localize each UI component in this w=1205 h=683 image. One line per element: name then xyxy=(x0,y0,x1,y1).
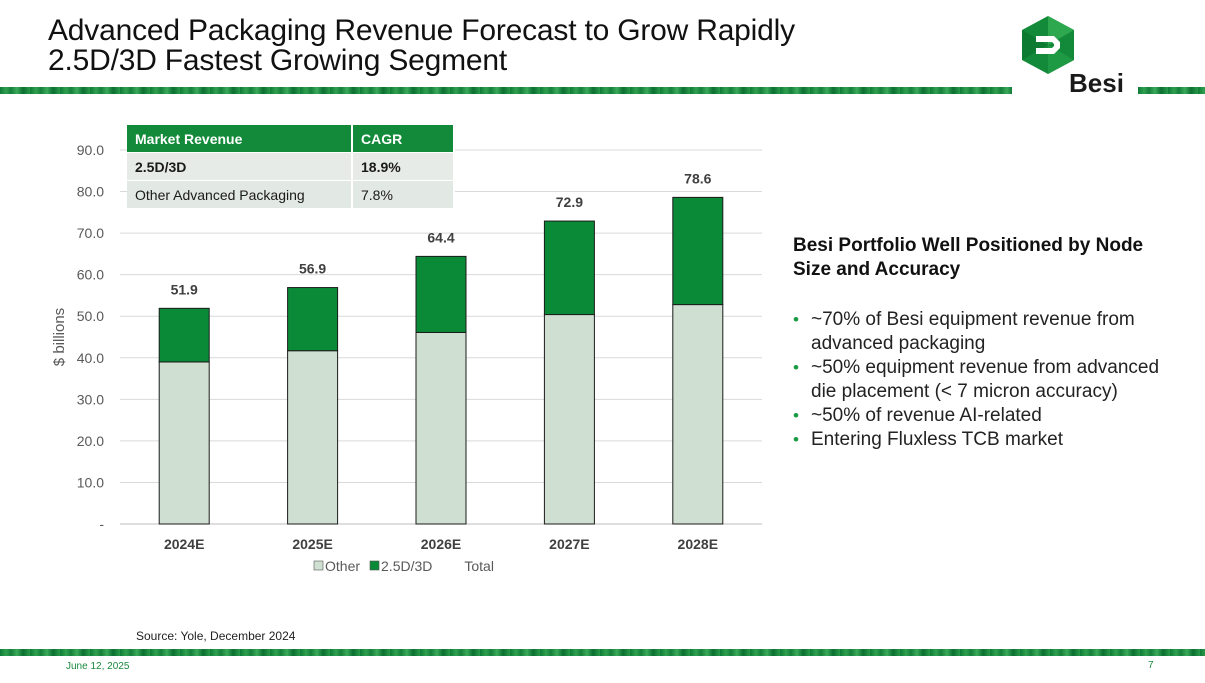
y-tick-label: 80.0 xyxy=(77,184,104,200)
bullet-item: ~50% of revenue AI-related xyxy=(793,404,1183,428)
title-line-1: Advanced Packaging Revenue Forecast to G… xyxy=(48,14,795,47)
cagr-header-segment: Market Revenue xyxy=(127,125,353,153)
y-axis-label: $ billions xyxy=(51,308,68,366)
y-tick-label: 40.0 xyxy=(77,350,104,366)
bullet-item: ~50% equipment revenue from advanced die… xyxy=(793,356,1183,404)
bar-other xyxy=(672,304,724,525)
bullet-item: Entering Fluxless TCB market xyxy=(793,428,1183,452)
x-tick-label: 2028E xyxy=(678,536,718,552)
y-tick-label: 10.0 xyxy=(77,474,104,490)
bullet-list: ~70% of Besi equipment revenue from adva… xyxy=(793,308,1183,452)
source-note: Source: Yole, December 2024 xyxy=(136,629,296,643)
cagr-table: Market Revenue CAGR 2.5D/3D 18.9% Other … xyxy=(127,125,455,209)
bar-25d3d xyxy=(415,255,467,333)
total-data-label: 72.9 xyxy=(556,194,583,210)
portfolio-panel: Besi Portfolio Well Positioned by Node S… xyxy=(793,234,1183,452)
y-tick-label: - xyxy=(99,516,104,532)
stacked-bar-chart: - 10.0 20.0 30.0 40.0 50.0 60.0 70.0 80.0 90.0 $ b… xyxy=(51,142,762,574)
bar-other xyxy=(287,350,339,525)
cagr-segment: Other Advanced Packaging xyxy=(127,180,353,209)
title-line-2: 2.5D/3D Fastest Growing Segment xyxy=(48,44,508,77)
bar-25d3d xyxy=(672,196,724,306)
cagr-header-cagr: CAGR xyxy=(352,125,455,153)
besi-logo-icon xyxy=(1022,16,1074,74)
logo-wordmark: Besi xyxy=(1069,68,1124,98)
legend-label: 2.5D/3D xyxy=(381,558,432,574)
y-tick-label: 30.0 xyxy=(77,391,104,407)
x-tick-label: 2027E xyxy=(549,536,589,552)
cagr-row: Other Advanced Packaging 7.8% xyxy=(127,180,455,209)
x-tick-label: 2025E xyxy=(292,536,332,552)
cagr-row: 2.5D/3D 18.9% xyxy=(127,152,455,181)
page-number: 7 xyxy=(1148,660,1154,671)
bar-25d3d xyxy=(287,287,339,352)
legend-swatch xyxy=(369,560,380,571)
panel-heading: Besi Portfolio Well Positioned by Node S… xyxy=(793,235,1144,280)
x-tick-label: 2026E xyxy=(421,536,461,552)
y-tick-label: 70.0 xyxy=(77,225,104,241)
y-tick-label: 20.0 xyxy=(77,433,104,449)
legend-label: Other xyxy=(325,558,360,574)
footer-stripe xyxy=(0,649,1205,656)
bullet-item: ~70% of Besi equipment revenue from adva… xyxy=(793,308,1183,356)
cagr-value: 7.8% xyxy=(352,180,455,209)
cagr-segment: 2.5D/3D xyxy=(127,152,353,181)
total-data-label: 64.4 xyxy=(427,229,454,245)
y-tick-label: 60.0 xyxy=(77,267,104,283)
cagr-header-row: Market Revenue CAGR xyxy=(127,125,455,153)
total-data-label: 51.9 xyxy=(171,281,198,297)
x-tick-label: 2024E xyxy=(164,536,204,552)
footer-date: June 12, 2025 xyxy=(66,661,130,672)
y-tick-label: 90.0 xyxy=(77,142,104,158)
bar-other xyxy=(543,314,595,525)
total-data-label: 78.6 xyxy=(684,170,711,186)
total-data-label: 56.9 xyxy=(299,261,326,277)
y-tick-label: 50.0 xyxy=(77,308,104,324)
bar-25d3d xyxy=(543,220,595,316)
bar-other xyxy=(415,331,467,525)
legend-label: Total xyxy=(464,558,494,574)
cagr-value: 18.9% xyxy=(352,152,455,181)
header-stripe-right xyxy=(1138,87,1205,94)
bar-25d3d xyxy=(158,307,210,363)
header-stripe xyxy=(0,87,1012,94)
slide-title: Advanced Packaging Revenue Forecast to G… xyxy=(48,16,795,76)
bar-other xyxy=(158,361,210,525)
legend-swatch xyxy=(313,560,324,571)
